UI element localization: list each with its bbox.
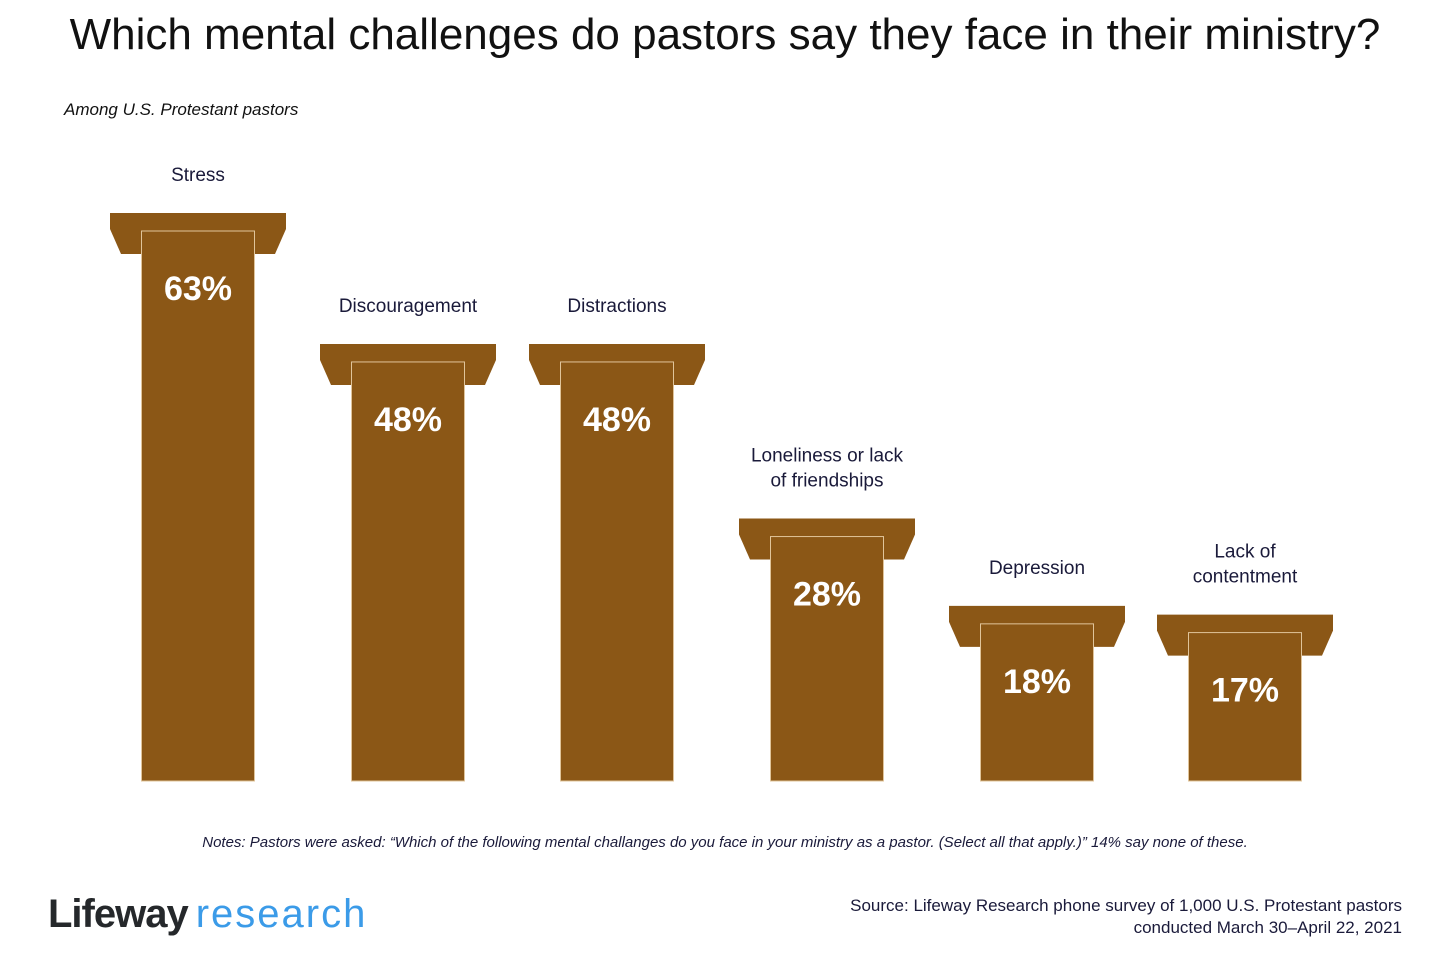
bar [1188,632,1302,782]
data-label: 63% [164,270,232,308]
data-label: 18% [1003,663,1071,701]
data-label: 28% [793,576,861,614]
bar [980,623,1094,782]
bar [141,230,255,782]
data-label: 48% [374,401,442,439]
pillar-4: 18% Depression [949,558,1125,782]
category-label: Distractions [567,296,666,317]
category-label: Stress [171,165,225,186]
category-label: Loneliness or lack [751,446,904,467]
bar [770,536,884,782]
pillar-3: 28% Loneliness or lack of friendships [739,446,915,782]
source-note: Source: Lifeway Research phone survey of… [850,895,1402,939]
category-label: Discouragement [339,296,478,317]
bar [560,361,674,782]
pillar-5: 17% Lack of contentment [1157,542,1333,782]
pillar-1: 48% Discouragement [320,296,496,782]
data-label: 17% [1211,672,1279,710]
category-label: Lack of [1214,542,1276,563]
category-label: of friendships [770,471,883,492]
chart-subtitle: Among U.S. Protestant pastors [64,100,299,119]
bar [351,361,465,782]
logo-lifeway: Lifeway [48,892,189,936]
source-line-1: Source: Lifeway Research phone survey of… [850,896,1402,915]
lifeway-research-logo: Lifeway research [48,892,367,937]
source-line-2: conducted March 30–April 22, 2021 [1133,918,1402,937]
data-label: 48% [583,401,651,439]
category-label: contentment [1193,567,1298,588]
category-label: Depression [989,558,1085,579]
pillar-2: 48% Distractions [529,296,705,782]
pillar-0: 63% Stress [110,165,286,782]
chart-notes: Notes: Pastors were asked: “Which of the… [202,834,1248,851]
logo-research: research [195,892,368,936]
chart-title: Which mental challenges do pastors say t… [69,10,1381,59]
